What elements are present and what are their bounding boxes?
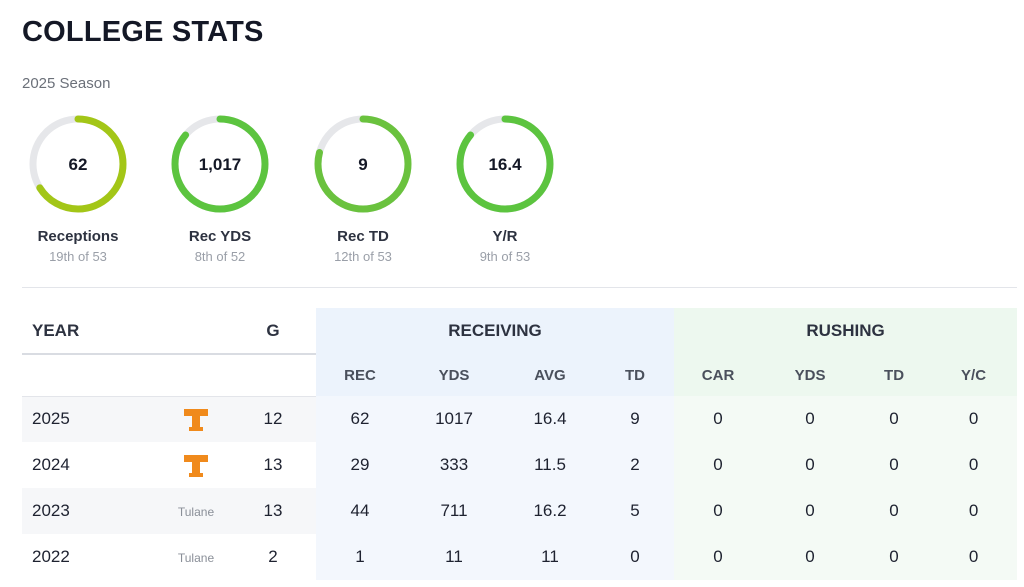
rec-td-cell: 2 xyxy=(596,442,675,488)
rec-td-cell: 0 xyxy=(596,534,675,580)
college-stats-table: YEAR G RECEIVING RUSHING REC YDS AVG TD … xyxy=(22,308,1018,580)
rec-cell: 62 xyxy=(316,396,404,442)
rec-td-cell: 9 xyxy=(596,396,675,442)
avg-cell: 11.5 xyxy=(504,442,596,488)
rush-td-cell: 0 xyxy=(858,442,931,488)
rec-yds-ring xyxy=(171,115,269,213)
tennessee-t-logo-icon xyxy=(184,455,208,477)
stat-ring-rec-yds: 1,017 Rec YDS 8th of 52 xyxy=(155,114,285,264)
team-cell xyxy=(162,396,230,442)
col-car-header[interactable]: CAR xyxy=(674,354,763,396)
rush-yds-cell: 0 xyxy=(762,488,859,534)
stat-ring-yr: 16.4 Y/R 9th of 53 xyxy=(440,114,570,264)
rec-yds-cell: 11 xyxy=(404,534,504,580)
year-cell: 2025 xyxy=(22,396,162,442)
car-cell: 0 xyxy=(674,396,763,442)
section-divider xyxy=(22,287,1017,288)
year-cell: 2023 xyxy=(22,488,162,534)
yc-cell: 0 xyxy=(930,396,1018,442)
games-cell: 13 xyxy=(263,455,283,474)
rec-yds-cell: 1017 xyxy=(404,396,504,442)
team-name: Tulane xyxy=(177,551,215,565)
games-cell: 13 xyxy=(230,488,316,534)
year-cell: 2024 xyxy=(32,455,70,474)
ring-rank: 9th of 53 xyxy=(479,249,531,264)
stat-rings: 62 Receptions 19th of 53 1,017 Rec YDS 8… xyxy=(22,114,582,270)
rec-td-cell: 5 xyxy=(596,488,675,534)
ring-label: Rec TD xyxy=(337,228,389,245)
table-row: 2023 Tulane 13 44 711 16.2 5 0 0 0 0 xyxy=(22,488,1018,534)
sub-header-row: REC YDS AVG TD CAR YDS TD Y/C xyxy=(22,354,1018,397)
col-games-header[interactable]: G xyxy=(230,308,316,355)
avg-cell: 11 xyxy=(504,534,596,580)
ring-value: 62 xyxy=(68,155,88,174)
col-rush-yds-header[interactable]: YDS xyxy=(762,354,859,396)
yc-cell: 0 xyxy=(930,488,1018,534)
ring-rank: 19th of 53 xyxy=(49,249,107,264)
ring-label: Receptions xyxy=(37,228,119,245)
rush-td-cell: 0 xyxy=(858,534,931,580)
team-name: Tulane xyxy=(177,505,215,519)
team-cell xyxy=(162,442,230,488)
car-cell: 0 xyxy=(674,488,763,534)
season-label: 2025 Season xyxy=(22,75,111,92)
rush-yds-cell: 0 xyxy=(762,396,859,442)
tennessee-t-logo-icon xyxy=(184,409,208,432)
col-year-header[interactable]: YEAR xyxy=(22,308,162,355)
car-cell: 0 xyxy=(674,534,763,580)
avg-cell: 16.2 xyxy=(504,488,596,534)
stat-ring-receptions: 62 Receptions 19th of 53 xyxy=(13,114,143,264)
group-header-row: YEAR G RECEIVING RUSHING xyxy=(22,308,1018,355)
games-cell: 12 xyxy=(230,396,316,442)
team-cell: Tulane xyxy=(162,488,230,534)
avg-cell: 16.4 xyxy=(504,396,596,442)
rush-yds-cell: 0 xyxy=(762,534,859,580)
rec-cell: 29 xyxy=(316,442,404,488)
ring-label: Y/R xyxy=(492,228,518,245)
table-row: 2022 Tulane 2 1 11 11 0 0 0 0 0 xyxy=(22,534,1018,580)
rec-cell: 1 xyxy=(316,534,404,580)
receptions-ring xyxy=(29,115,127,213)
table-row: 2025 12 62 1017 16.4 9 0 0 0 0 xyxy=(22,396,1018,442)
col-avg-header[interactable]: AVG xyxy=(504,354,596,396)
ring-label: Rec YDS xyxy=(188,228,252,245)
ring-rank: 8th of 52 xyxy=(194,249,246,264)
rec-td-ring xyxy=(314,115,412,213)
ring-rank: 12th of 53 xyxy=(334,249,392,264)
rush-td-cell: 0 xyxy=(858,396,931,442)
car-cell: 0 xyxy=(674,442,763,488)
page-title: COLLEGE STATS xyxy=(22,16,264,48)
receiving-group-header: RECEIVING xyxy=(316,308,675,354)
table-row: 2024 13 29 333 11.5 2 0 0 0 0 xyxy=(22,442,1018,488)
yc-cell: 0 xyxy=(930,534,1018,580)
rec-cell: 44 xyxy=(316,488,404,534)
yr-ring xyxy=(456,115,554,213)
rec-yds-cell: 711 xyxy=(404,488,504,534)
ring-value: 9 xyxy=(358,155,368,174)
rush-td-cell: 0 xyxy=(858,488,931,534)
stat-ring-rec-td: 9 Rec TD 12th of 53 xyxy=(298,114,428,264)
games-cell: 2 xyxy=(268,547,278,566)
ring-value: 16.4 xyxy=(488,155,522,174)
rush-yds-cell: 0 xyxy=(762,442,859,488)
col-rec-header[interactable]: REC xyxy=(316,354,404,396)
yc-cell: 0 xyxy=(930,442,1018,488)
col-rec-td-header[interactable]: TD xyxy=(596,354,675,396)
year-cell: 2022 xyxy=(32,547,70,566)
col-rush-td-header[interactable]: TD xyxy=(858,354,931,396)
ring-value: 1,017 xyxy=(198,155,242,174)
col-rec-yds-header[interactable]: YDS xyxy=(404,354,504,396)
rec-yds-cell: 333 xyxy=(404,442,504,488)
col-team-header xyxy=(162,308,230,355)
team-cell: Tulane xyxy=(162,534,230,580)
col-yc-header[interactable]: Y/C xyxy=(930,354,1018,396)
rushing-group-header: RUSHING xyxy=(674,308,1018,354)
